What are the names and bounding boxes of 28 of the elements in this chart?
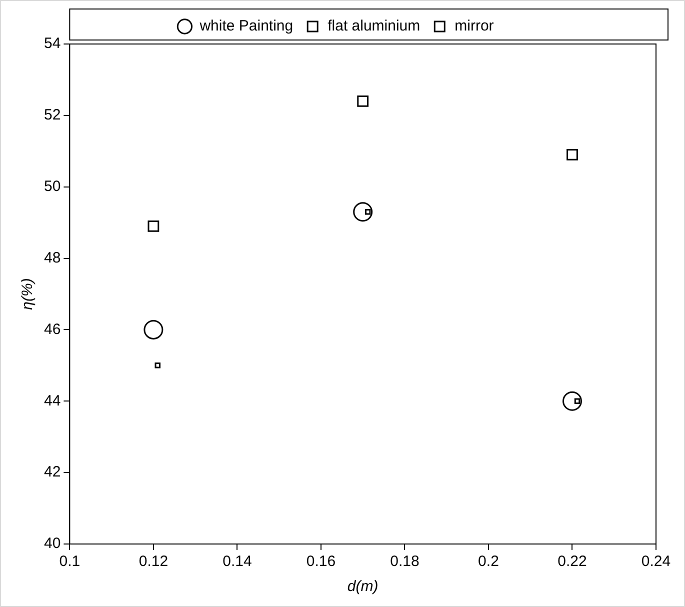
- y-tick-label: 44: [44, 392, 61, 410]
- x-tick-label: 0.16: [306, 553, 336, 570]
- legend-label: white Painting: [198, 18, 294, 35]
- point: [148, 220, 160, 232]
- point: [154, 362, 161, 368]
- y-tick-label: 42: [44, 464, 61, 481]
- legend-label: mirror: [454, 18, 494, 35]
- x-tick-label: 0.1: [59, 553, 80, 570]
- y-axis-title: η(%): [19, 278, 36, 310]
- y-tick-label: 50: [44, 178, 61, 195]
- point: [144, 320, 164, 340]
- point: [566, 149, 578, 160]
- legend-label: flat aluminium: [328, 18, 420, 35]
- y-tick-label: 40: [44, 535, 61, 552]
- x-tick-label: 0.24: [641, 553, 671, 570]
- x-tick-label: 0.14: [222, 553, 252, 570]
- x-axis-title: d(m): [347, 578, 378, 596]
- point: [574, 398, 580, 404]
- y-tick-label: 54: [44, 35, 61, 52]
- y-tick-label: 52: [44, 106, 61, 124]
- x-tick-label: 0.12: [138, 553, 168, 570]
- y-tick-label: 48: [44, 249, 61, 266]
- x-tick-label: 0.18: [390, 553, 420, 570]
- x-tick-label: 0.2: [478, 553, 499, 570]
- x-tick-label: 0.22: [558, 553, 587, 570]
- point: [357, 95, 369, 107]
- y-tick-label: 46: [44, 320, 61, 338]
- point: [364, 208, 371, 215]
